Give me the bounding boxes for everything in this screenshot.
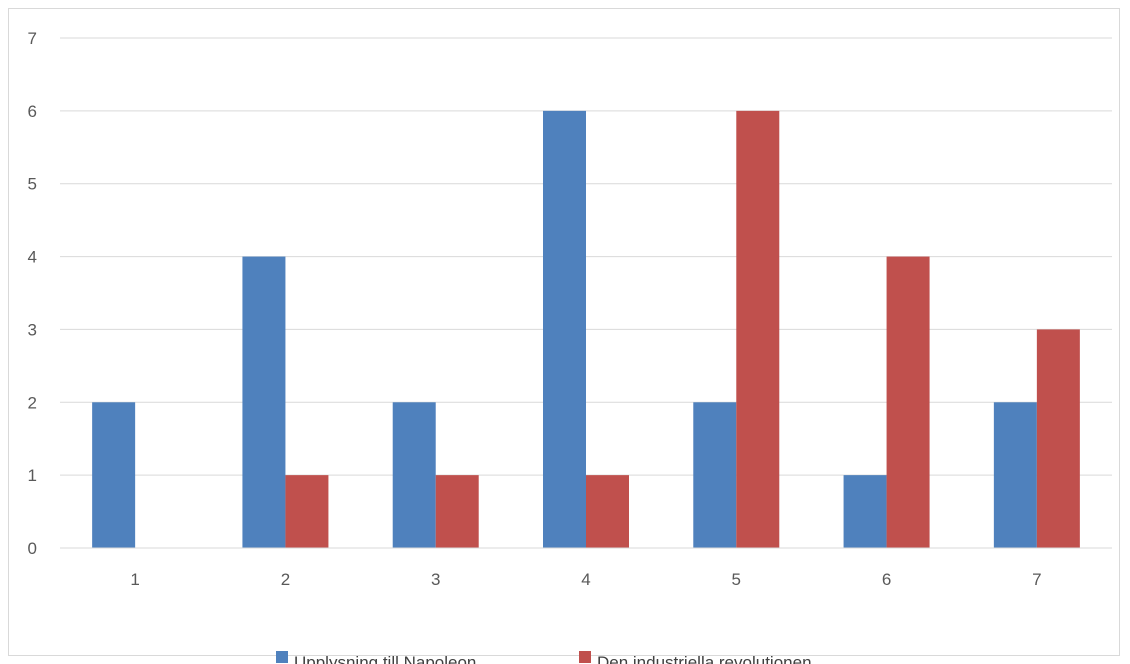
bar-series-1-cat-2 bbox=[242, 256, 286, 548]
legend-label-industriella: Den industriella revolutionen bbox=[597, 653, 812, 664]
y-tick-label: 5 bbox=[28, 175, 37, 194]
x-tick-label: 5 bbox=[732, 570, 741, 589]
y-tick-label: 1 bbox=[28, 466, 37, 485]
x-tick-label: 6 bbox=[882, 570, 891, 589]
y-tick-label: 2 bbox=[28, 393, 37, 412]
bar-series-1-cat-3 bbox=[392, 402, 436, 548]
bar-series-1-cat-6 bbox=[843, 475, 887, 548]
bar-series-1-cat-7 bbox=[993, 402, 1037, 548]
x-tick-label: 1 bbox=[130, 570, 139, 589]
y-axis-ticks: 0 1 2 3 4 5 6 7 bbox=[28, 29, 37, 558]
y-tick-label: 4 bbox=[28, 248, 37, 267]
legend: Upplysning till Napoleon Den industriell… bbox=[276, 651, 812, 664]
bar-series-2-cat-6 bbox=[886, 256, 930, 548]
legend-label-upplysning: Upplysning till Napoleon bbox=[294, 653, 476, 664]
bar-series-1-cat-5 bbox=[693, 402, 737, 548]
bar-series-1-cat-1 bbox=[92, 402, 136, 548]
bars bbox=[92, 110, 1080, 548]
x-tick-label: 4 bbox=[581, 570, 590, 589]
y-tick-label: 7 bbox=[28, 29, 37, 48]
bar-series-2-cat-4 bbox=[586, 475, 629, 548]
x-tick-label: 7 bbox=[1032, 570, 1041, 589]
x-tick-label: 3 bbox=[431, 570, 440, 589]
x-tick-label: 2 bbox=[281, 570, 290, 589]
x-axis-ticks: 1 2 3 4 5 6 7 bbox=[130, 570, 1041, 589]
bar-series-2-cat-3 bbox=[435, 475, 479, 548]
bar-series-2-cat-2 bbox=[285, 475, 329, 548]
y-tick-label: 0 bbox=[28, 539, 37, 558]
y-tick-label: 6 bbox=[28, 102, 37, 121]
bar-series-2-cat-5 bbox=[736, 110, 780, 548]
legend-swatch-upplysning bbox=[276, 651, 288, 663]
bar-series-1-cat-4 bbox=[543, 110, 586, 548]
bar-series-2-cat-7 bbox=[1036, 329, 1080, 548]
legend-swatch-industriella bbox=[579, 651, 591, 663]
y-tick-label: 3 bbox=[28, 320, 37, 339]
